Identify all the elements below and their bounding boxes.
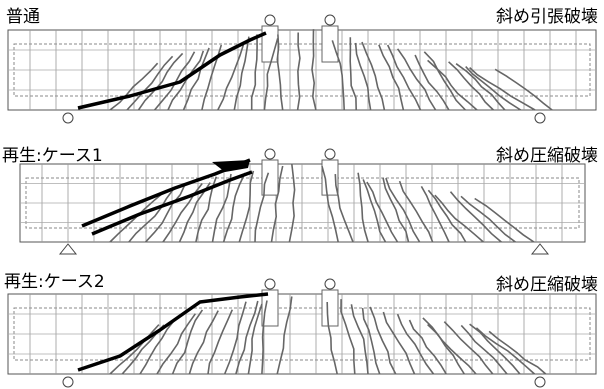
failure-label: 斜め引張破壊 (496, 7, 598, 27)
panel-label: 再生:ケース1 (2, 146, 103, 166)
load-point (265, 279, 275, 289)
support (535, 113, 545, 123)
failure-label: 斜め圧縮破壊 (496, 146, 598, 166)
load-plate (322, 26, 338, 62)
load-point (325, 149, 335, 159)
figure: 普通 斜め引張破壊 再生:ケース1 斜め圧縮破壊 再生:ケース2 斜め圧縮破壊 (0, 0, 604, 389)
support (63, 377, 73, 387)
support (60, 244, 76, 254)
beams (8, 15, 596, 387)
support (532, 244, 548, 254)
support (535, 377, 545, 387)
load-plate (322, 290, 338, 326)
failure-label: 斜め圧縮破壊 (496, 275, 598, 295)
load-point (325, 279, 335, 289)
panel-label: 普通 (6, 7, 40, 27)
support (63, 113, 73, 123)
load-point (325, 15, 335, 25)
panel-label: 再生:ケース2 (4, 272, 105, 292)
load-point (265, 15, 275, 25)
load-point (265, 149, 275, 159)
